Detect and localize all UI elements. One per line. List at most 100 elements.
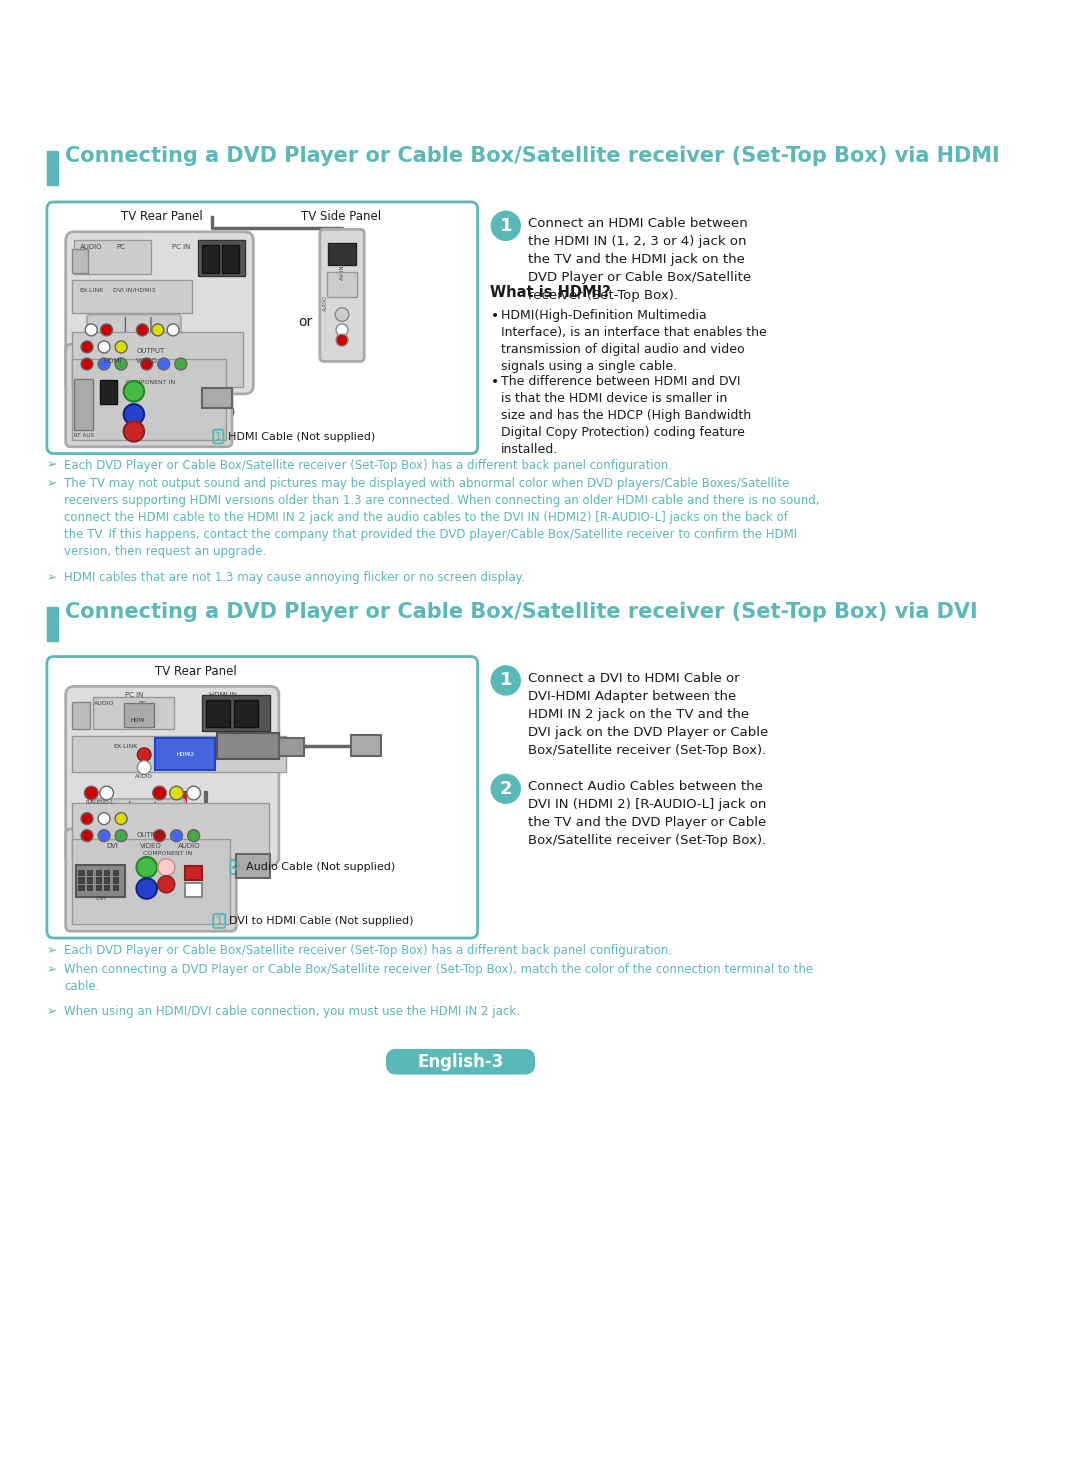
Bar	[72, 249, 87, 273]
Text: TV Rear Panel: TV Rear Panel	[156, 665, 237, 679]
Text: 2: 2	[500, 780, 512, 797]
Circle shape	[152, 787, 166, 800]
Text: ➢: ➢	[46, 1005, 57, 1018]
Text: DVD Player or Cable Box/
Satellite receiver (Set-Top Box): DVD Player or Cable Box/ Satellite recei…	[64, 396, 234, 416]
Text: Connect a DVI to HDMI Cable or
DVI-HDMI Adapter between the
HDMI IN 2 jack on th: Connect a DVI to HDMI Cable or DVI-HDMI …	[528, 671, 768, 757]
Bar	[72, 702, 90, 729]
Circle shape	[170, 787, 184, 800]
Bar	[326, 271, 357, 298]
Text: DVI IN(HDMI2): DVI IN(HDMI2)	[162, 744, 207, 748]
Circle shape	[167, 325, 179, 336]
FancyBboxPatch shape	[87, 314, 180, 344]
Text: or: or	[298, 314, 313, 329]
Text: •: •	[490, 308, 499, 323]
Bar	[72, 359, 226, 440]
Bar	[72, 332, 243, 387]
Text: EX-LINK: EX-LINK	[113, 744, 137, 748]
Text: HDMI(High-Definition Multimedia
Interface), is an interface that enables the
tra: HDMI(High-Definition Multimedia Interfac…	[501, 308, 767, 372]
Circle shape	[116, 830, 127, 842]
Bar	[104, 885, 109, 891]
Text: AUDIO: AUDIO	[178, 843, 201, 849]
Text: ➢: ➢	[46, 477, 57, 491]
Circle shape	[99, 787, 113, 800]
Text: 1: 1	[215, 431, 221, 442]
Circle shape	[158, 876, 175, 892]
Text: VIDEO: VIDEO	[136, 359, 158, 365]
Circle shape	[137, 748, 151, 762]
Text: 1: 1	[216, 916, 222, 926]
Circle shape	[124, 381, 144, 402]
Text: 1: 1	[500, 671, 512, 689]
Bar	[87, 877, 92, 883]
Circle shape	[336, 333, 348, 347]
Text: AUDIO: AUDIO	[323, 295, 328, 311]
Bar	[112, 877, 118, 883]
Text: COMPONENT IN: COMPONENT IN	[126, 379, 176, 385]
Bar	[99, 381, 117, 405]
Bar	[112, 885, 118, 891]
Bar	[104, 877, 109, 883]
Text: COMPONENT IN: COMPONENT IN	[144, 851, 192, 857]
Bar	[76, 864, 125, 897]
Text: PC IN: PC IN	[124, 692, 143, 698]
Circle shape	[136, 325, 148, 336]
Text: OUTPUT: OUTPUT	[137, 348, 165, 354]
Bar	[104, 870, 109, 874]
FancyBboxPatch shape	[386, 1049, 536, 1074]
Circle shape	[116, 359, 127, 370]
Circle shape	[137, 760, 151, 774]
Bar	[95, 885, 100, 891]
Text: AUDIO: AUDIO	[135, 774, 153, 778]
Bar	[79, 870, 83, 874]
Text: PC: PC	[138, 701, 147, 707]
Bar	[79, 877, 83, 883]
Text: Each DVD Player or Cable Box/Satellite receiver (Set-Top Box) has a different ba: Each DVD Player or Cable Box/Satellite r…	[64, 944, 672, 957]
Text: What is HDMI?: What is HDMI?	[490, 285, 611, 299]
Bar	[72, 839, 230, 925]
Text: DVI: DVI	[107, 843, 119, 849]
Text: DVI IN/HDMI3: DVI IN/HDMI3	[112, 288, 156, 292]
Text: HDMI2: HDMI2	[176, 753, 194, 757]
Text: RF AUX: RF AUX	[73, 433, 94, 437]
Text: Connect an HDMI Cable between
the HDMI IN (1, 2, 3 or 4) jack on
the TV and the : Connect an HDMI Cable between the HDMI I…	[528, 218, 751, 302]
Text: HDMI IN: HDMI IN	[210, 692, 238, 698]
Bar	[185, 883, 202, 897]
Circle shape	[98, 830, 110, 842]
Text: Connecting a DVD Player or Cable Box/Satellite receiver (Set-Top Box) via DVI: Connecting a DVD Player or Cable Box/Sat…	[65, 603, 977, 622]
Bar	[46, 608, 58, 642]
Text: VIDEO: VIDEO	[140, 843, 162, 849]
Circle shape	[188, 830, 200, 842]
Text: ➢: ➢	[46, 571, 57, 584]
Circle shape	[491, 665, 521, 695]
Circle shape	[124, 421, 144, 442]
Circle shape	[98, 359, 110, 370]
Text: When using an HDMI/DVI cable connection, you must use the HDMI IN 2 jack.: When using an HDMI/DVI cable connection,…	[64, 1005, 519, 1018]
Bar	[185, 867, 202, 880]
Circle shape	[98, 341, 110, 353]
Bar	[156, 738, 215, 771]
Bar	[217, 734, 279, 759]
Bar	[79, 885, 83, 891]
Bar	[95, 877, 100, 883]
Bar	[202, 695, 270, 731]
Text: Connecting a DVD Player or Cable Box/Satellite receiver (Set-Top Box) via HDMI: Connecting a DVD Player or Cable Box/Sat…	[65, 147, 999, 166]
Text: PC IN: PC IN	[172, 245, 190, 250]
Circle shape	[81, 812, 93, 824]
Circle shape	[171, 830, 183, 842]
Circle shape	[81, 359, 93, 370]
Text: DVI: DVI	[95, 897, 106, 901]
Text: DVI to HDMI Cable (Not supplied): DVI to HDMI Cable (Not supplied)	[229, 916, 414, 926]
Bar	[202, 388, 232, 409]
Bar	[75, 378, 93, 430]
FancyBboxPatch shape	[66, 828, 237, 931]
Bar	[237, 855, 270, 879]
Circle shape	[336, 325, 348, 336]
Text: ➢: ➢	[46, 944, 57, 957]
Bar	[87, 885, 92, 891]
FancyBboxPatch shape	[66, 231, 254, 394]
Text: •: •	[490, 375, 499, 390]
Text: The TV may not output sound and pictures may be displayed with abnormal color wh: The TV may not output sound and pictures…	[64, 477, 820, 559]
Text: Audio Cable (Not supplied): Audio Cable (Not supplied)	[246, 863, 395, 873]
Bar	[93, 697, 174, 729]
Bar	[279, 738, 305, 756]
